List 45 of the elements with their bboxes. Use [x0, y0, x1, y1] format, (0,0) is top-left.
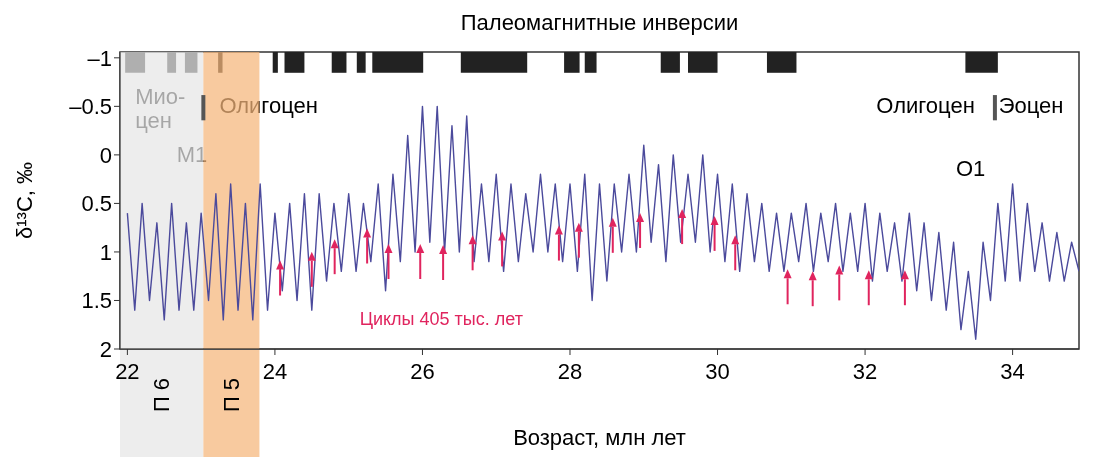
x-tick-label: 22	[115, 358, 140, 384]
point	[554, 225, 563, 235]
annotation: Эоцен	[998, 92, 1064, 118]
point	[384, 244, 393, 254]
annotation: Олигоцен	[876, 92, 975, 118]
band-label: П 6	[149, 377, 175, 413]
point	[574, 222, 583, 232]
point	[808, 271, 817, 281]
x-tick-label: 30	[705, 358, 730, 384]
point	[608, 217, 617, 227]
x-axis-title: Возраст, млн лет	[513, 425, 686, 450]
point	[363, 228, 372, 238]
point	[307, 251, 316, 261]
y-tick-label: –0.5	[69, 94, 112, 120]
point	[783, 269, 792, 279]
chart-title: Палеомагнитные инверсии	[460, 10, 739, 35]
x-tick-label: 34	[1000, 358, 1025, 384]
annotation: Олигоцен	[219, 92, 318, 118]
x-tick-label: 26	[410, 358, 435, 384]
y-axis-title: δ¹³C, ‰	[12, 161, 37, 240]
point	[731, 235, 740, 245]
x-tick-label: 24	[262, 358, 288, 384]
band-label: П 5	[218, 377, 244, 413]
annotation: O1	[955, 155, 986, 181]
point	[678, 209, 687, 219]
annotation: Мио- цен	[135, 83, 186, 133]
point	[835, 265, 844, 275]
y-tick-label: –1	[87, 45, 112, 71]
point	[636, 212, 645, 222]
y-tick-label: 1.5	[81, 288, 112, 314]
x-tick-label: 32	[852, 358, 878, 384]
y-tick-label: 1	[99, 239, 112, 265]
point	[276, 260, 285, 270]
point	[416, 244, 425, 254]
point	[468, 235, 477, 245]
point	[710, 215, 719, 225]
text: Циклы 405 тыс. лет	[359, 309, 523, 330]
y-tick-label: 2	[99, 336, 112, 362]
point	[330, 239, 339, 249]
point	[900, 270, 909, 280]
point	[864, 270, 873, 280]
x-tick-label: 28	[557, 358, 583, 384]
point	[439, 245, 448, 254]
y-tick-label: 0.5	[81, 191, 112, 217]
y-tick-label: 0	[99, 142, 112, 168]
